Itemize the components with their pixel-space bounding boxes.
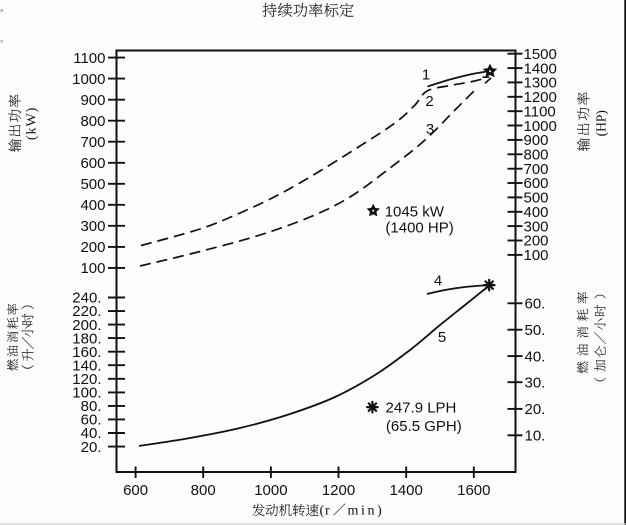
svg-text:1: 1 — [422, 67, 430, 84]
svg-text:1000: 1000 — [524, 118, 557, 135]
svg-text:30.: 30. — [525, 374, 546, 391]
svg-text:100.: 100. — [72, 385, 101, 402]
svg-text:500: 500 — [80, 176, 105, 193]
svg-text:800: 800 — [80, 113, 105, 130]
svg-text:1000: 1000 — [72, 71, 105, 88]
svg-text:1200: 1200 — [322, 482, 355, 499]
svg-text:60.: 60. — [81, 412, 102, 429]
svg-text:700: 700 — [80, 134, 105, 151]
svg-text:1200: 1200 — [524, 89, 557, 106]
svg-text:100: 100 — [80, 260, 105, 277]
svg-text:700: 700 — [524, 161, 549, 178]
svg-text:1500: 1500 — [524, 46, 557, 63]
svg-text:600: 600 — [524, 175, 549, 192]
svg-text:1100: 1100 — [73, 50, 105, 67]
svg-text:200.: 200. — [72, 317, 101, 334]
svg-text:80.: 80. — [81, 398, 102, 415]
svg-text:(1400 HP): (1400 HP) — [385, 220, 453, 237]
svg-text:40.: 40. — [81, 425, 102, 442]
svg-text:600: 600 — [123, 482, 148, 499]
svg-text:20.: 20. — [525, 401, 546, 418]
svg-text:900: 900 — [80, 92, 105, 109]
svg-text:(r: (r — [320, 504, 331, 519]
svg-text:2: 2 — [425, 93, 433, 110]
svg-text:200: 200 — [524, 233, 549, 250]
svg-text:800: 800 — [524, 147, 549, 164]
svg-text:160.: 160. — [72, 344, 101, 361]
svg-text:140.: 140. — [72, 357, 101, 374]
svg-text:300: 300 — [80, 218, 105, 235]
svg-text:min): min) — [348, 504, 385, 519]
svg-text:60.: 60. — [525, 296, 546, 313]
svg-text:(kW): (kW) — [25, 107, 40, 141]
svg-text:3: 3 — [426, 121, 434, 138]
svg-text:220.: 220. — [72, 303, 101, 320]
svg-text:4: 4 — [434, 273, 442, 290]
svg-text:247.9 LPH: 247.9 LPH — [386, 400, 457, 417]
svg-text:400: 400 — [524, 204, 549, 221]
svg-text:50.: 50. — [525, 322, 546, 339]
svg-text:400: 400 — [80, 197, 105, 214]
svg-text:1100: 1100 — [524, 103, 556, 120]
svg-text:800: 800 — [191, 482, 216, 499]
svg-text:10.: 10. — [525, 428, 546, 445]
svg-text:1300: 1300 — [524, 75, 557, 92]
svg-text:1400: 1400 — [390, 482, 423, 499]
svg-text:600: 600 — [80, 155, 105, 172]
svg-text:300: 300 — [524, 218, 549, 235]
svg-text:5: 5 — [438, 329, 446, 346]
svg-text:120.: 120. — [72, 371, 101, 388]
svg-text:1000: 1000 — [254, 482, 287, 499]
svg-text:500: 500 — [524, 190, 549, 207]
svg-text:40.: 40. — [525, 348, 546, 365]
svg-text:(HP): (HP) — [594, 110, 609, 136]
svg-text:(65.5 GPH): (65.5 GPH) — [386, 418, 462, 435]
svg-text:1600: 1600 — [457, 482, 490, 499]
svg-text:900: 900 — [524, 132, 549, 149]
svg-text:180.: 180. — [72, 330, 101, 347]
svg-text:1400: 1400 — [524, 60, 557, 77]
svg-text:240.: 240. — [72, 290, 101, 307]
svg-text:1045 kW: 1045 kW — [385, 203, 445, 220]
svg-text:100: 100 — [524, 247, 549, 264]
svg-text:20.: 20. — [81, 439, 102, 456]
svg-text:200: 200 — [80, 239, 105, 256]
